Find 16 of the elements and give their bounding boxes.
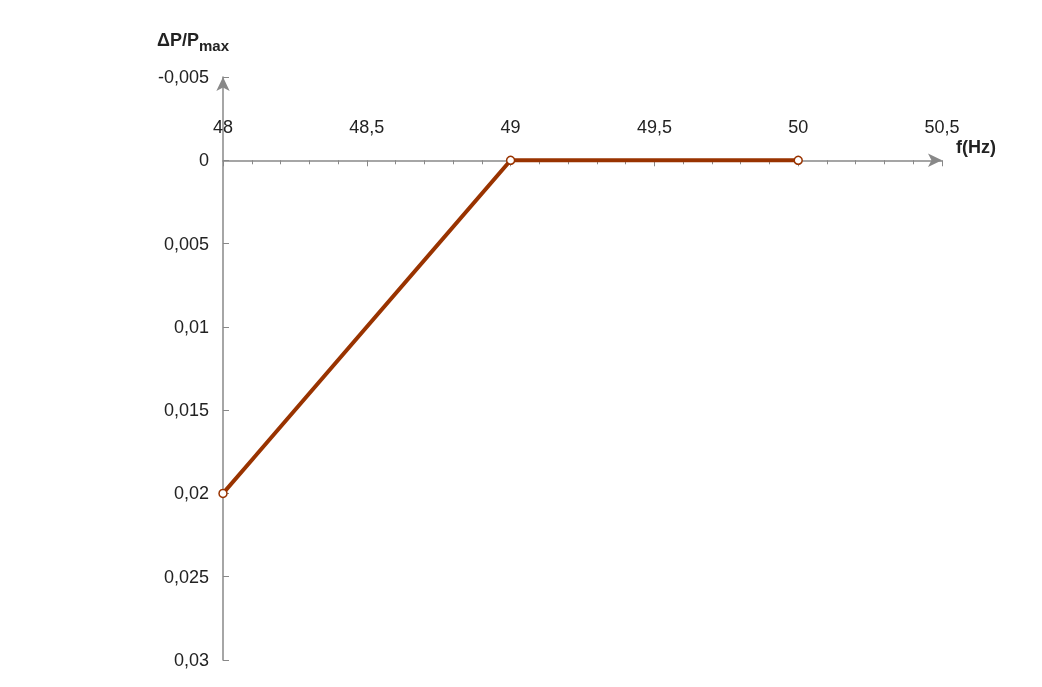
y-tick-label: -0,005 bbox=[157, 67, 209, 87]
y-tick-label: 0,03 bbox=[173, 650, 209, 670]
y-tick-label: 0 bbox=[198, 150, 209, 171]
x-tick-label: 49 bbox=[500, 117, 521, 138]
y-tick-label: 0,01 bbox=[173, 316, 209, 337]
x-tick-label: 50 bbox=[788, 117, 809, 138]
y-axis-title: ΔP/P$_{max}$ bbox=[157, 30, 229, 54]
x-tick-label: 48 bbox=[212, 117, 234, 138]
y-tick-label: 0,025 bbox=[163, 566, 209, 587]
x-tick-label: 49,5 bbox=[636, 117, 672, 138]
y-tick-label: 0,005 bbox=[163, 233, 209, 254]
x-axis-title: f(Hz) bbox=[956, 137, 996, 158]
x-tick-label: 48,5 bbox=[349, 117, 385, 138]
x-tick-label: 50,5 bbox=[924, 117, 960, 138]
y-tick-label: 0,015 bbox=[163, 400, 209, 421]
y-tick-label: 0,02 bbox=[173, 483, 209, 504]
